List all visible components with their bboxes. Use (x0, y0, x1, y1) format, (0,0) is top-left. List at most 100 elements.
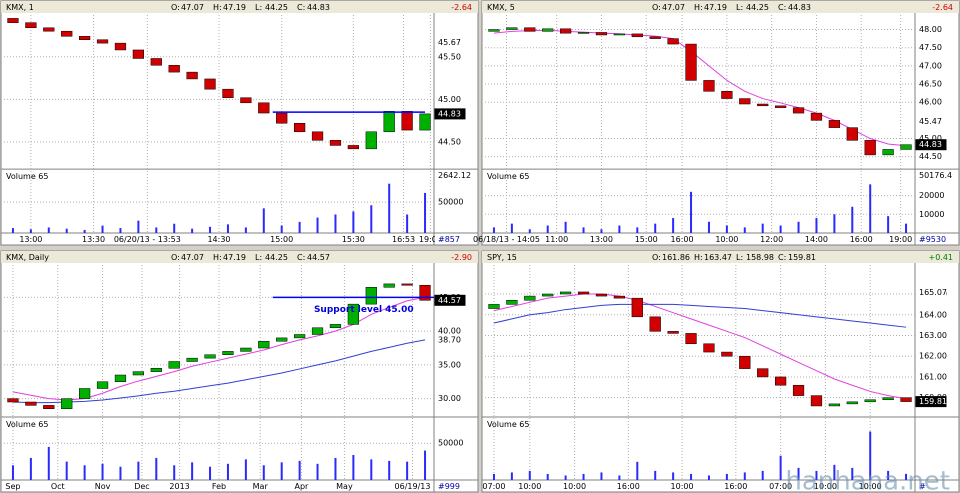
candle (186, 71, 198, 80)
volume-bar (424, 450, 427, 480)
ohlc-label: L: (736, 253, 743, 262)
y-tick-label: 48.00 (919, 25, 942, 34)
volume-bar (618, 475, 621, 480)
candle (401, 111, 413, 131)
volume-bar (618, 225, 621, 233)
volume-bar (510, 472, 513, 480)
candle (43, 27, 55, 32)
ohlc-value: 47.19 (223, 3, 246, 12)
volume-bar (887, 470, 890, 480)
volume-bar (47, 227, 50, 233)
volume-bar (370, 205, 373, 233)
watermark: hanhana.net (785, 467, 950, 493)
x-tick-label: 13:00 (590, 235, 613, 244)
volume-bar (298, 221, 301, 233)
ohlc-value: 44.25 (265, 253, 288, 262)
volume-bar (690, 191, 693, 233)
candle (79, 36, 91, 40)
volume-bar (707, 221, 710, 233)
volume-bar (334, 457, 337, 480)
candle (757, 103, 769, 107)
x-tick-label: 10:00 (563, 482, 586, 491)
volume-bar (725, 473, 728, 480)
pane-frame (481, 250, 960, 493)
candle (792, 107, 805, 114)
y-tick-label: 45.00 (438, 95, 461, 104)
x-tick-label: 14:00 (805, 235, 828, 244)
volume-tick-label: 50000 (438, 198, 463, 207)
pane-frame (481, 0, 960, 246)
volume-bar (226, 463, 229, 480)
volume-bar (11, 465, 14, 480)
candle (506, 27, 518, 30)
candle (383, 283, 395, 288)
y-tick-label: 45.00 (919, 134, 942, 143)
candle (542, 293, 554, 297)
ohlc-value: 161.86 (662, 253, 690, 262)
ohlc-label: H: (213, 253, 222, 262)
volume-bar (492, 227, 495, 233)
x-tick-label: 12:00 (760, 235, 783, 244)
volume-tick-label: 10000 (919, 210, 944, 219)
candle (240, 97, 252, 104)
ohlc-value: 47.07 (181, 253, 204, 262)
volume-bar (636, 461, 639, 480)
ohlc-label: O: (652, 253, 661, 262)
volume-bar (191, 462, 194, 480)
price-marker-label: 44.83 (919, 140, 942, 149)
volume-bar (564, 221, 567, 233)
candle (258, 102, 270, 114)
y-tick-label: 44.50 (919, 152, 942, 161)
volume-bar (707, 475, 710, 480)
candle (79, 388, 91, 399)
volume-bar (833, 214, 836, 233)
x-tick-label: 06/20/13 - 13:53 (114, 235, 181, 244)
ohlc-label: H: (213, 3, 222, 12)
x-tick-label: 10:00 (859, 482, 882, 491)
volume-bar (155, 457, 158, 480)
volume-bar (209, 466, 212, 480)
volume-bar (209, 226, 212, 233)
candle (882, 149, 894, 156)
volume-bar (244, 459, 247, 480)
y-tick-label: 164.00 (919, 310, 947, 319)
candle (560, 291, 572, 295)
volume-bar (191, 228, 194, 233)
ohlc-value: 163.47 (704, 253, 732, 262)
candle (168, 361, 180, 369)
ohlc-label: C: (778, 253, 786, 262)
candle (329, 324, 342, 329)
volume-bar (65, 461, 68, 480)
x-tick-label: 16:00 (671, 235, 694, 244)
candle (792, 384, 805, 396)
pane-header (1, 251, 478, 263)
x-tick-label: 16:00 (724, 482, 747, 491)
candle (114, 374, 127, 383)
candle (132, 49, 144, 59)
annotation: Support level 45.00 (314, 305, 414, 315)
candle (864, 399, 876, 403)
x-tick-label: Apr (294, 482, 309, 491)
x-tick-label: Nov (95, 482, 111, 491)
ohlc-value: 44.57 (307, 253, 330, 262)
volume-bar (725, 225, 728, 233)
candle (168, 65, 180, 73)
candle (900, 144, 912, 150)
volume-bar (137, 461, 140, 480)
x-tick-label: 10:00 (518, 482, 541, 491)
volume-bar (887, 216, 890, 233)
volume-bar (761, 470, 764, 480)
ohlc-value: 44.25 (746, 3, 769, 12)
price-marker (915, 139, 947, 151)
y-tick-label: 40.00 (438, 327, 461, 336)
ohlc-label: O: (171, 253, 180, 262)
candle (703, 80, 715, 92)
price-marker-label: 44.57 (438, 296, 461, 305)
candle (685, 43, 697, 81)
pane-header (482, 1, 959, 13)
ohlc-label: C: (297, 3, 305, 12)
volume-bar (11, 228, 14, 233)
pane-header (1, 1, 478, 13)
pane-frame (0, 250, 479, 493)
x-tick-label: 19:02 (419, 235, 442, 244)
